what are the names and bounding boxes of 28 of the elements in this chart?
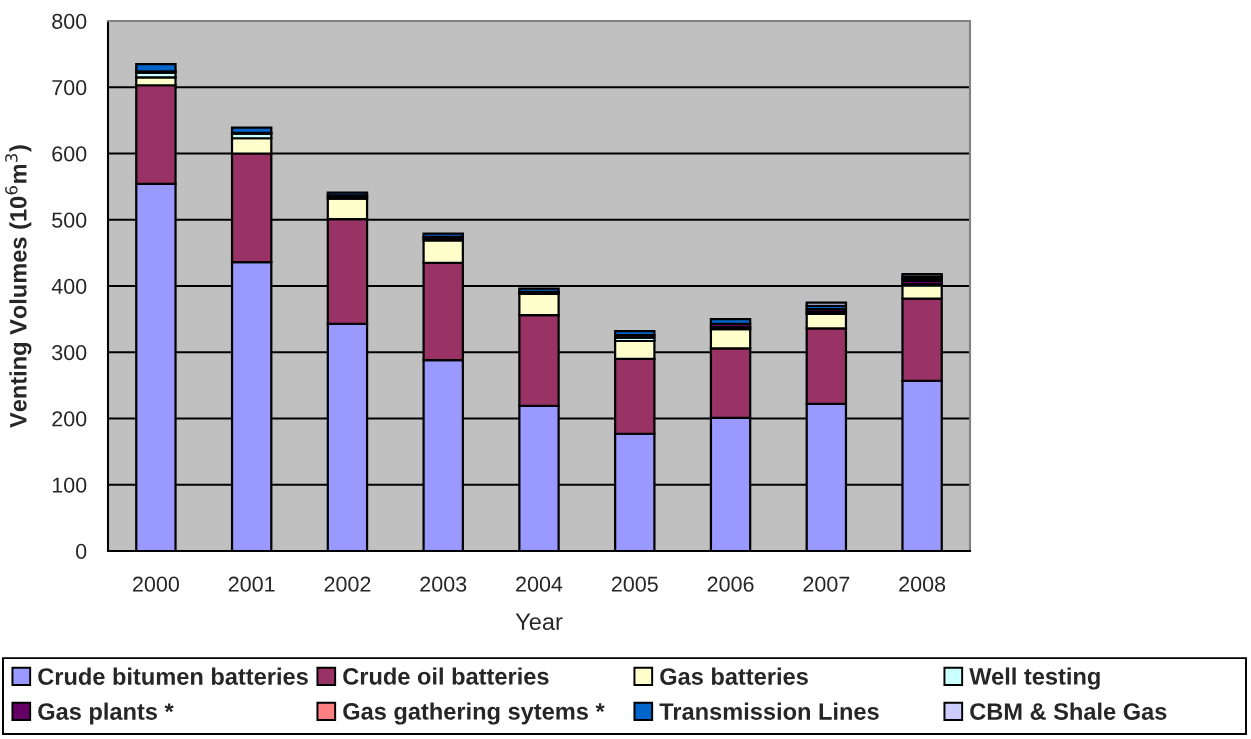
x-tick-label: 2000 — [133, 576, 179, 592]
legend-label: Crude oil batteries — [343, 667, 549, 685]
y-axis-title: Venting Volumes (10$^{6}$m$^{3}$) — [5, 145, 32, 428]
y-tick-label: 600 — [52, 146, 87, 162]
y-tick-label: 100 — [52, 477, 87, 493]
legend-label: Gas gathering sytems * — [343, 702, 605, 725]
x-tick-label: 2001 — [228, 576, 275, 592]
legend-label: Transmission Lines — [659, 702, 879, 720]
x-tick-label: 2003 — [420, 576, 467, 592]
x-tick-label: 2005 — [611, 576, 658, 592]
x-tick-label: 2007 — [803, 576, 850, 592]
x-tick-label: 2002 — [324, 576, 371, 592]
y-tick-label: 700 — [52, 80, 87, 96]
y-tick-label: 800 — [52, 13, 87, 30]
x-axis-title: Year — [515, 613, 563, 631]
y-tick-label: 200 — [52, 411, 87, 427]
x-tick-label: 2006 — [707, 576, 754, 592]
legend-label: Gas batteries — [660, 667, 808, 685]
x-tick-label: 2008 — [899, 576, 946, 592]
y-tick-label: 400 — [51, 278, 87, 295]
y-tick-label: 0 — [76, 543, 87, 560]
legend-label: Well testing — [969, 667, 1100, 690]
x-tick-label: 2004 — [516, 576, 563, 592]
legend-label: CBM & Shale Gas — [970, 702, 1167, 720]
y-tick-label: 500 — [52, 212, 87, 228]
y-tick-label: 300 — [52, 345, 87, 361]
legend-label: Gas plants * — [38, 702, 174, 725]
legend-label: Crude bitumen batteries — [38, 667, 308, 685]
